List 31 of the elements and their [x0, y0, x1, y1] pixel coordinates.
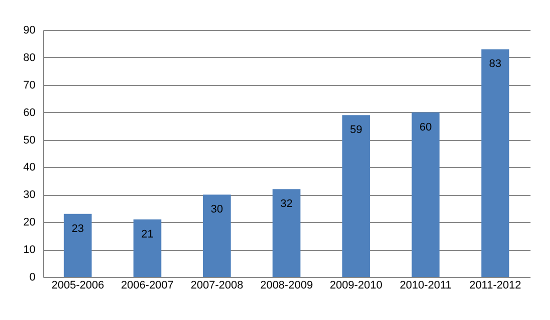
- y-tick-label: 90: [23, 24, 36, 36]
- x-tick-label: 2007-2008: [190, 280, 244, 292]
- data-label: 21: [141, 228, 154, 240]
- data-label: 30: [210, 204, 224, 216]
- y-tick-label: 60: [23, 106, 36, 119]
- x-tick-label: 2010-2011: [400, 280, 452, 292]
- y-tick-label: 80: [23, 52, 36, 64]
- x-tick-label: 2009-2010: [330, 280, 382, 292]
- x-tick-label: 2008-2009: [260, 280, 313, 292]
- bar: [481, 49, 510, 277]
- bar: [64, 214, 92, 277]
- y-tick-label: 40: [23, 162, 36, 174]
- bar: [412, 112, 440, 277]
- bar: [133, 219, 162, 277]
- x-tick-label: 2006-2007: [121, 280, 174, 292]
- y-tick-label: 30: [23, 189, 36, 202]
- y-tick-label: 20: [23, 216, 36, 229]
- bar: [342, 115, 370, 277]
- data-label: 60: [420, 121, 432, 134]
- bar: [203, 194, 231, 277]
- x-tick-label: 2005-2006: [51, 280, 104, 292]
- data-label: 83: [489, 58, 502, 70]
- data-label: 59: [350, 124, 362, 136]
- x-tick-label: 2011-2012: [469, 280, 522, 292]
- y-tick-label: 0: [29, 272, 36, 284]
- y-tick-label: 70: [23, 79, 36, 92]
- data-label: 23: [72, 222, 84, 235]
- y-tick-label: 10: [23, 244, 36, 256]
- bar: [272, 189, 300, 277]
- y-tick-label: 50: [23, 134, 36, 146]
- data-label: 32: [280, 198, 293, 210]
